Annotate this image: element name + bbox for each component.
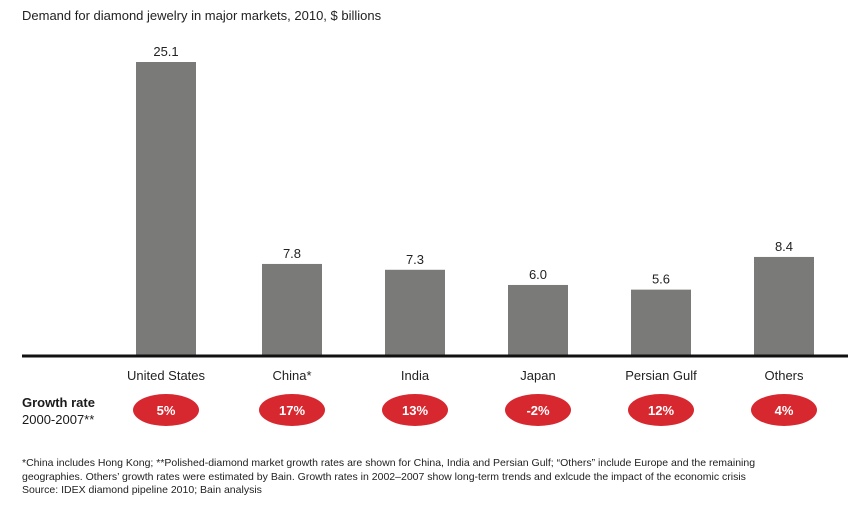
bar-india	[385, 269, 445, 355]
growth-pill	[259, 394, 325, 426]
bar-united-states	[136, 62, 196, 355]
bar-value-label: 7.3	[406, 252, 424, 267]
bar-others	[754, 256, 814, 355]
footnote-line-1: *China includes Hong Kong; **Polished-di…	[22, 457, 756, 469]
growth-pill	[382, 394, 448, 426]
category-label: China*	[272, 368, 311, 383]
bar-value-label: 8.4	[775, 239, 793, 254]
growth-pill	[628, 394, 694, 426]
growth-pills: 5% 17% 13% -2% 12% 4%	[133, 394, 817, 426]
growth-rate-period: 2000-2007**	[22, 412, 95, 427]
bar-value-label: 7.8	[283, 246, 301, 261]
growth-pill	[505, 394, 571, 426]
footnote-line-2: geographies. Others’ growth rates were e…	[22, 470, 746, 483]
category-label: Japan	[520, 368, 555, 383]
bar-chart: 25.1 7.8 7.3 6.0 5.6 8.4 United States China* I…	[22, 44, 848, 426]
chart-title: Demand for diamond jewelry in major mark…	[22, 8, 382, 23]
footnote-source: Source: IDEX diamond pipeline 2010; Bain…	[22, 484, 262, 496]
bar-japan	[508, 284, 568, 355]
growth-rate-value: 17%	[279, 403, 305, 418]
bar-value-label: 6.0	[529, 267, 547, 282]
growth-pill	[133, 394, 199, 426]
growth-rate-title: Growth rate	[22, 395, 95, 410]
growth-rate-value: 12%	[648, 403, 674, 418]
category-label: United States	[127, 368, 206, 383]
bar-value-label: 5.6	[652, 272, 670, 287]
growth-rate-value: 4%	[775, 403, 794, 418]
growth-rate-value: -2%	[526, 403, 550, 418]
growth-rate-value: 5%	[157, 403, 176, 418]
growth-pill	[751, 394, 817, 426]
growth-rate-value: 13%	[402, 403, 428, 418]
category-label: Others	[764, 368, 804, 383]
category-labels: United States China* India Japan Persian Gul…	[127, 368, 804, 383]
category-label: India	[401, 368, 430, 383]
bar-persian-gulf	[631, 289, 691, 355]
footnote: *China includes Hong Kong; **Polished-di…	[22, 457, 842, 498]
bar-china	[262, 263, 322, 355]
bar-value-label: 25.1	[153, 44, 178, 59]
growth-rate-label: Growth rate 2000-2007**	[22, 394, 95, 428]
category-label: Persian Gulf	[625, 368, 697, 383]
bars-group: 25.1 7.8 7.3 6.0 5.6 8.4	[136, 44, 814, 355]
